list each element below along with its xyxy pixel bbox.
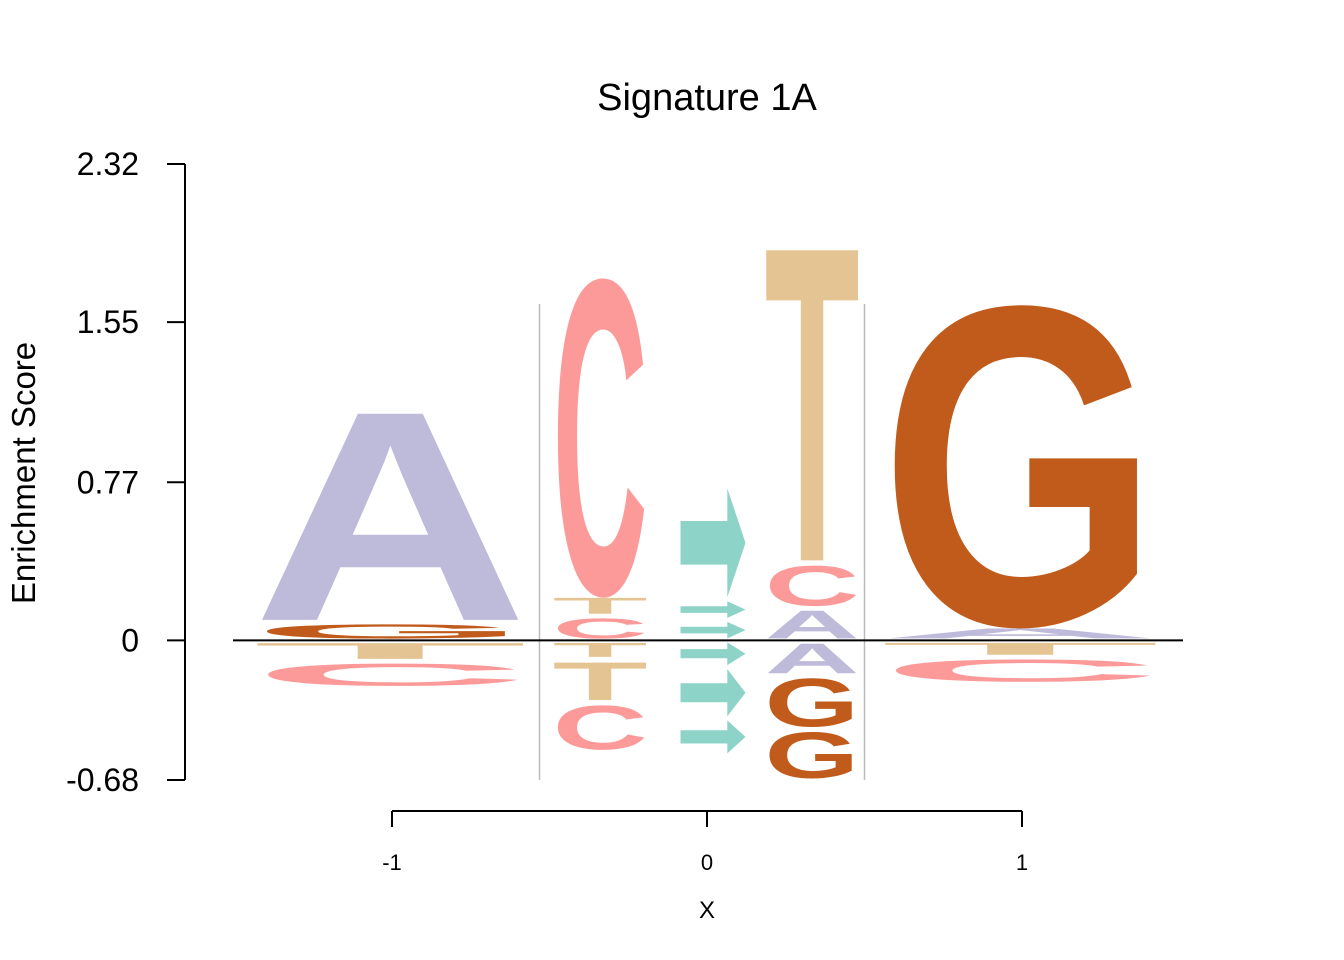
letter-T-glyph: T (553, 639, 648, 662)
arrow-glyph (680, 720, 746, 754)
letter-A-glyph: A (253, 348, 529, 683)
letter-C-glyph: C (253, 657, 529, 692)
letter-C-glyph: C (765, 554, 860, 618)
y-tick-label: -0.68 (66, 762, 139, 798)
y-tick-label: 1.55 (77, 304, 139, 340)
letter-C-glyph: C (553, 186, 648, 690)
letter-G-glyph: G (253, 620, 527, 642)
x-axis-label: X (699, 897, 715, 924)
letter-A-glyph: A (765, 634, 860, 682)
y-axis: 2.32 1.55 0.77 0 -0.68 (66, 146, 186, 798)
letter-T-glyph: T (765, 154, 860, 657)
y-tick-label: 2.32 (77, 146, 139, 182)
arrow-glyph (680, 642, 746, 666)
column-dividers (538, 304, 866, 780)
chart-title: Signature 1A (597, 77, 817, 119)
letter-G-glyph: G (765, 665, 860, 741)
y-tick-label: 0.77 (77, 464, 139, 500)
x-tick-label: -1 (382, 850, 402, 875)
arrow-glyph (680, 601, 746, 618)
y-axis-label: Enrichment Score (5, 342, 42, 604)
letter-T-glyph: T (880, 639, 1160, 658)
x-axis: -1 0 1 (382, 810, 1028, 875)
y-tick-label: 0 (121, 622, 139, 658)
letter-T-glyph: T (253, 638, 528, 664)
letter-G-glyph: G (765, 718, 860, 792)
arrow-glyph (680, 621, 746, 639)
letter-C-glyph: C (553, 692, 648, 763)
letter-G-glyph: G (880, 212, 1159, 722)
letter-T-glyph: T (553, 593, 648, 619)
letter-T-glyph: T (553, 651, 648, 712)
letter-C-glyph: C (880, 653, 1161, 688)
x-tick-label: 1 (1016, 850, 1028, 875)
arrow-glyph (680, 488, 746, 598)
arrow-glyph (680, 669, 746, 717)
x-tick-label: 0 (701, 850, 713, 875)
letter-A-glyph: A (880, 625, 1161, 641)
